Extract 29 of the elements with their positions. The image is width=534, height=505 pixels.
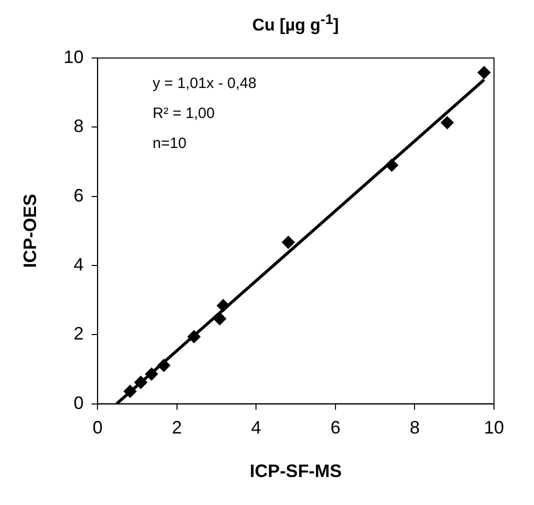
y-tick-label: 8: [74, 116, 84, 136]
x-tick-label: 0: [92, 418, 103, 438]
y-tick-label: 4: [74, 254, 84, 274]
annotation: n=10: [152, 135, 186, 152]
x-tick-label: 2: [172, 418, 182, 438]
point: [216, 299, 230, 312]
point: [134, 376, 148, 389]
y-tick-label: 10: [64, 46, 84, 67]
x-tick-label: 10: [484, 418, 504, 438]
x-tick-label: 6: [330, 418, 340, 438]
chart-title: Cu [µg g$^{-1}$]: [251, 12, 340, 36]
x-tick-label: 8: [410, 418, 420, 438]
point: [145, 368, 158, 381]
point: [124, 384, 137, 398]
y-tick-label: 2: [74, 324, 84, 344]
point: [282, 236, 295, 249]
y-axis-title: ICP-OES: [20, 194, 40, 268]
point: [213, 312, 226, 326]
y-tick-label: 6: [74, 185, 84, 206]
point: [385, 158, 398, 172]
annotation: y = 1,01x - 0,48: [152, 75, 256, 92]
x-axis-title: ICP-SF-MS: [250, 461, 342, 482]
point: [157, 358, 170, 372]
x-tick-label: 4: [251, 418, 262, 438]
point: [187, 330, 200, 344]
point: [440, 116, 454, 130]
y-tick-label: 0: [74, 392, 84, 413]
annotation: R² = 1,00: [152, 105, 215, 122]
point: [478, 66, 491, 80]
